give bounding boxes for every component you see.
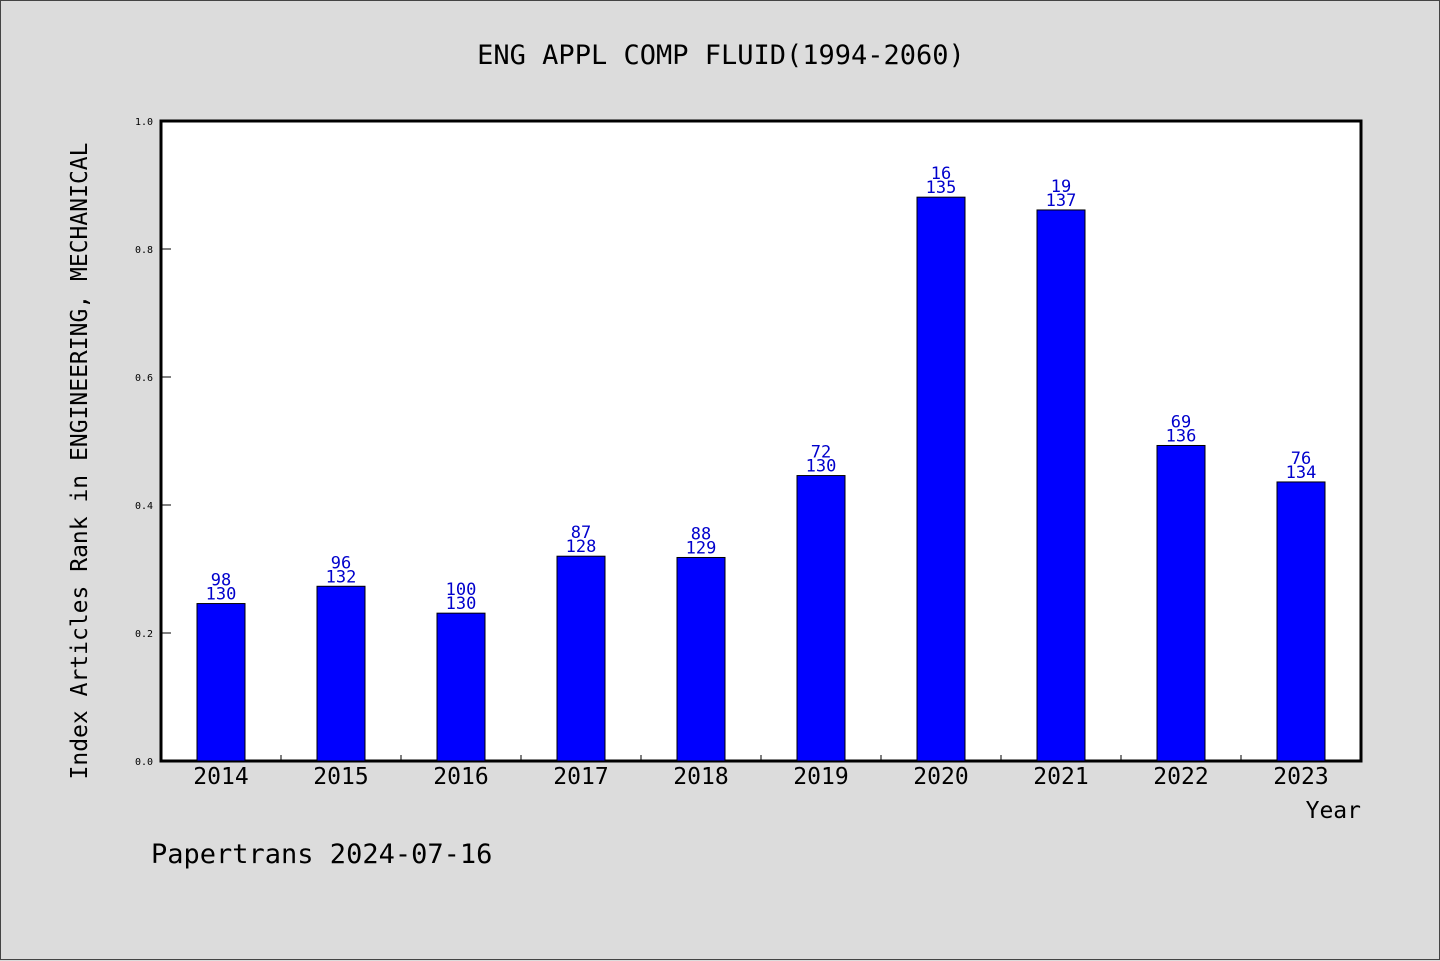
chart-title: ENG APPL COMP FLUID(1994-2060) [477, 40, 965, 71]
data-label-top: 88 [691, 524, 711, 544]
x-tick-label: 2022 [1153, 764, 1208, 790]
x-tick-label: 2014 [193, 764, 248, 790]
data-label-bottom: 136 [1166, 426, 1197, 446]
data-label-bottom: 130 [446, 594, 477, 614]
x-axis-label: Year [1306, 798, 1361, 824]
bar [556, 555, 606, 762]
bar [316, 585, 366, 762]
data-label-bottom: 128 [566, 537, 597, 557]
x-tick-label: 2021 [1033, 764, 1088, 790]
x-tick-label: 2016 [433, 764, 488, 790]
bar [436, 612, 486, 762]
data-label-top: 19 [1051, 177, 1071, 197]
bar [796, 475, 846, 762]
data-label-top: 96 [331, 553, 351, 573]
x-tick-label: 2018 [673, 764, 728, 790]
y-tick-label: 0.8 [135, 245, 153, 256]
footer-credit: Papertrans 2024-07-16 [151, 839, 492, 870]
data-label-bottom: 130 [806, 457, 837, 477]
data-label-top: 76 [1291, 449, 1311, 469]
data-label-top: 98 [211, 571, 231, 591]
bar [1276, 481, 1326, 762]
data-label-top: 69 [1171, 412, 1191, 432]
data-label-top: 100 [446, 580, 477, 600]
x-tick-label: 2017 [553, 764, 608, 790]
data-label-bottom: 130 [206, 585, 237, 605]
y-tick-label: 0.4 [135, 501, 153, 512]
y-axis-label: Index Articles Rank in ENGINEERING, MECH… [67, 143, 93, 780]
data-label-bottom: 134 [1286, 463, 1317, 483]
y-tick-label: 0.2 [135, 629, 153, 640]
x-tick-label: 2020 [913, 764, 968, 790]
x-tick-label: 2015 [313, 764, 368, 790]
data-label-top: 87 [571, 523, 591, 543]
data-label-bottom: 135 [926, 178, 957, 198]
bar [1156, 444, 1206, 762]
x-tick-label: 2023 [1273, 764, 1328, 790]
x-tick-label: 2019 [793, 764, 848, 790]
data-label-bottom: 132 [326, 567, 357, 587]
bar [676, 556, 726, 762]
bar [916, 196, 966, 762]
bar [196, 603, 246, 762]
bar [1036, 209, 1086, 762]
data-label-top: 16 [931, 164, 951, 184]
plot-area: 0.00.20.40.60.81.02014130982015132962016… [135, 117, 1363, 790]
data-label-bottom: 129 [686, 538, 717, 558]
data-label-bottom: 137 [1046, 191, 1077, 211]
y-tick-label: 1.0 [135, 117, 153, 128]
y-tick-label: 0.6 [135, 373, 153, 384]
data-label-top: 72 [811, 443, 831, 463]
y-tick-label: 0.0 [135, 757, 153, 768]
